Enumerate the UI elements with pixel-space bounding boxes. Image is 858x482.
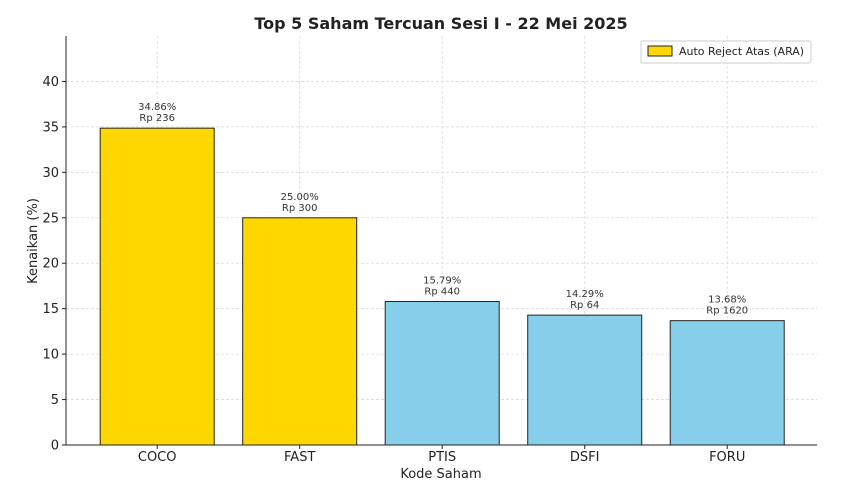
legend: Auto Reject Atas (ARA) — [640, 40, 812, 64]
x-tick-label: DSFI — [570, 450, 600, 465]
bar-value-label: 25.00% — [281, 192, 319, 203]
axes — [65, 36, 817, 446]
y-axis-label: Kenaikan (%) — [26, 198, 41, 284]
bar-value-label: 34.86% — [138, 102, 176, 113]
y-tick-label: 30 — [42, 166, 59, 181]
y-tick-label: 20 — [42, 257, 59, 272]
legend-box — [640, 40, 812, 64]
bar-ptis — [384, 300, 500, 446]
x-axis-label: Kode Saham — [400, 467, 481, 482]
y-tick-label: 10 — [42, 348, 59, 363]
bar-price-label: Rp 300 — [282, 203, 318, 214]
y-tick-label: 40 — [42, 75, 59, 90]
bar-value-label: 15.79% — [423, 275, 461, 286]
x-tick-label: FAST — [284, 450, 315, 465]
legend-swatch — [647, 45, 673, 57]
bar-value-label: 14.29% — [566, 289, 604, 300]
legend-label: Auto Reject Atas (ARA) — [679, 45, 804, 58]
bar-price-label: Rp 1620 — [706, 306, 748, 317]
bar-price-label: Rp 64 — [570, 300, 599, 311]
x-tick-label: PTIS — [428, 450, 456, 465]
bar-fast — [242, 217, 358, 446]
bar-labels: 34.86%Rp 236 25.00%Rp 300 15.79%Rp 440 14.2… — [138, 102, 748, 317]
bars — [99, 127, 785, 446]
y-tick-label: 5 — [51, 393, 59, 408]
bar-price-label: Rp 440 — [424, 286, 460, 297]
chart-title: Top 5 Saham Tercuan Sesi I - 22 Mei 2025 — [254, 14, 627, 33]
y-ticks: 0 5 10 15 20 25 30 35 40 — [42, 75, 66, 454]
bar-foru — [669, 320, 785, 446]
y-tick-label: 25 — [42, 211, 59, 226]
bar-dsfi — [527, 314, 643, 446]
x-ticks: COCO FAST PTIS DSFI FORU — [138, 445, 745, 465]
y-tick-label: 15 — [42, 302, 59, 317]
bar-value-label: 13.68% — [708, 295, 746, 306]
bar-coco — [99, 127, 215, 446]
bar-price-label: Rp 236 — [139, 113, 175, 124]
x-tick-label: FORU — [709, 450, 745, 465]
y-tick-label: 35 — [42, 120, 59, 135]
x-tick-label: COCO — [138, 450, 177, 465]
y-tick-label: 0 — [51, 439, 59, 454]
